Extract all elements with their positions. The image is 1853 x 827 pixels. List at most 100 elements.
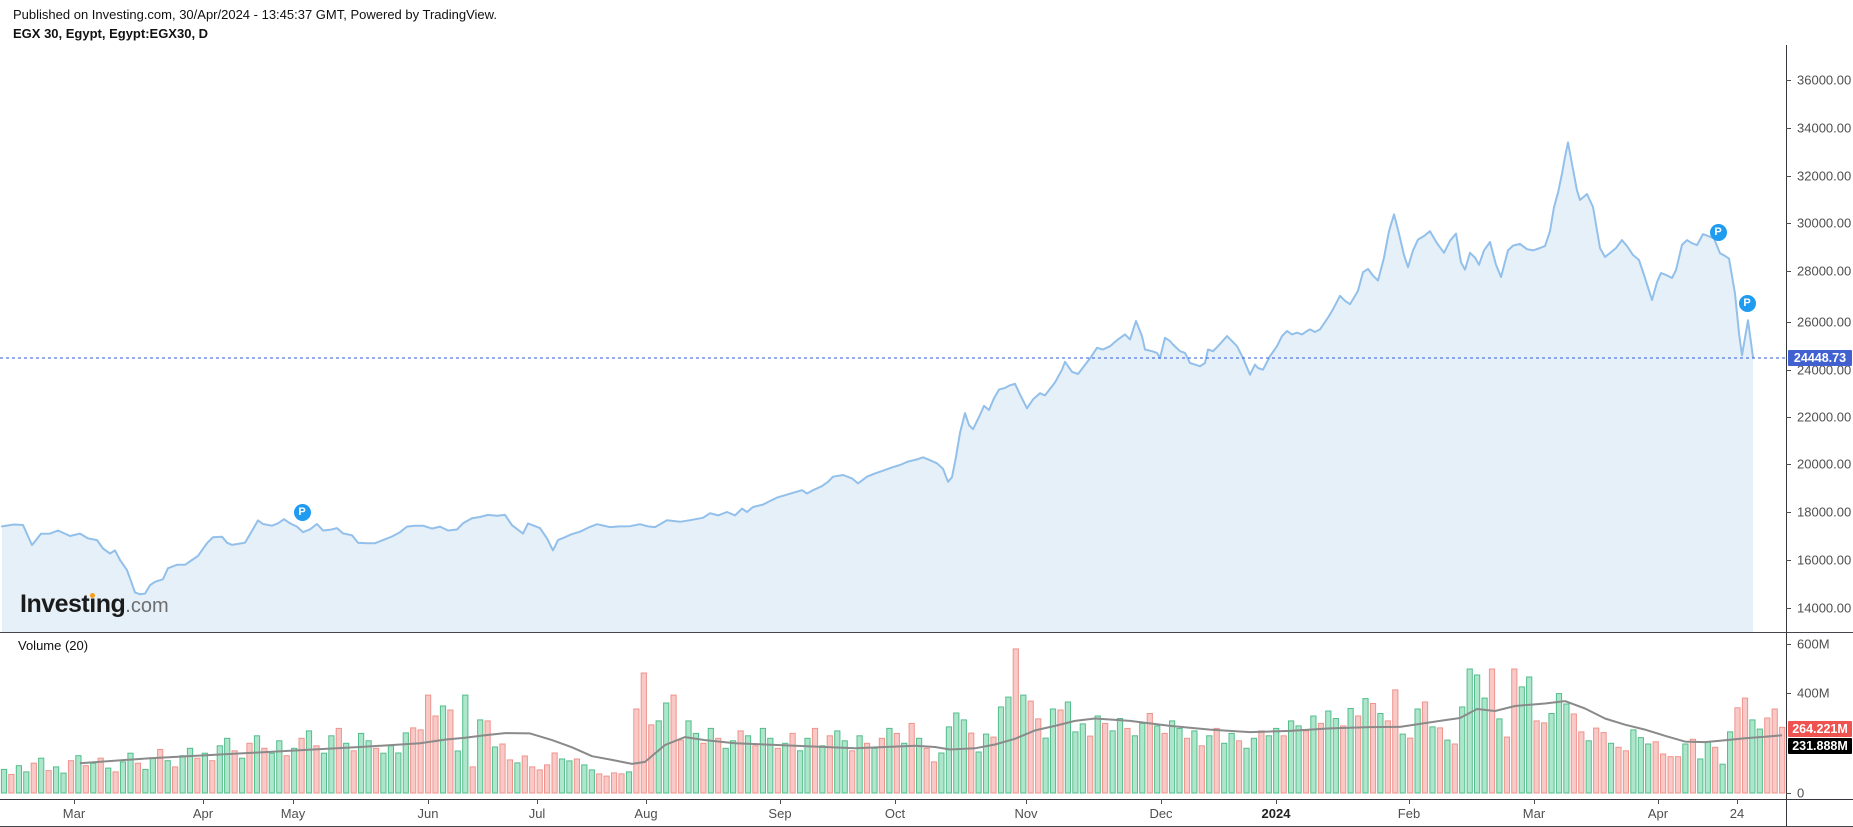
time-axis-tick: [1276, 799, 1277, 804]
volume-bar: [841, 740, 848, 794]
volume-bar: [291, 747, 298, 794]
volume-bar: [1347, 708, 1354, 794]
volume-bar: [1228, 732, 1235, 794]
price-axis-tick: [1786, 370, 1791, 371]
volume-bar: [1585, 740, 1592, 794]
volume-bar: [1392, 689, 1399, 794]
volume-bar: [365, 740, 372, 794]
volume-bar: [454, 750, 461, 794]
volume-bar: [1183, 737, 1191, 794]
volume-bar: [603, 775, 610, 794]
volume-bar: [811, 727, 819, 794]
volume-bar: [1057, 709, 1064, 794]
volume-bar: [194, 757, 201, 794]
volume-bar: [1124, 727, 1131, 794]
volume-bar: [1295, 725, 1302, 794]
volume-bar: [1459, 706, 1466, 794]
volume-bar: [730, 740, 737, 794]
volume-bar: [45, 770, 52, 794]
volume-bar: [945, 726, 952, 794]
volume-bar: [1407, 737, 1414, 794]
volume-bar: [30, 762, 37, 794]
volume-bar: [328, 735, 335, 794]
volume-bar: [305, 730, 313, 794]
volume-bar: [1035, 718, 1042, 794]
volume-bar: [53, 766, 60, 794]
volume-bar: [953, 712, 960, 794]
volume-bar: [1176, 727, 1183, 794]
time-axis-line: [0, 799, 1853, 800]
volume-bar: [975, 751, 982, 794]
volume-bar: [343, 742, 350, 794]
volume-axis-label: 0: [1797, 785, 1805, 801]
time-axis-tick: [428, 799, 429, 804]
volume-bar: [804, 737, 811, 794]
volume-bar: [536, 769, 543, 794]
volume-bar: [90, 762, 97, 794]
volume-bar: [1451, 743, 1458, 794]
volume-bar: [335, 727, 342, 794]
price-axis-label: 24000.00: [1797, 362, 1852, 378]
volume-bar: [1563, 703, 1570, 794]
time-axis-label: 2024: [1261, 806, 1291, 821]
time-axis-tick: [537, 799, 538, 804]
volume-bar: [908, 722, 915, 794]
volume-bar: [1302, 730, 1310, 794]
volume-indicator-label: Volume (20): [18, 638, 89, 653]
volume-bar: [1414, 708, 1421, 794]
volume-bar: [1749, 719, 1756, 794]
volume-bar: [1161, 732, 1168, 794]
volume-bar: [1243, 747, 1250, 794]
volume-bar: [1213, 727, 1220, 794]
price-axis-tick: [1786, 464, 1791, 465]
volume-bar: [1116, 718, 1124, 794]
volume-bar: [863, 742, 871, 794]
volume-bar: [1771, 708, 1778, 794]
p-event-marker[interactable]: P: [1709, 223, 1727, 241]
volume-bar: [261, 747, 268, 794]
volume-bar: [566, 760, 573, 794]
volume-bar: [350, 750, 357, 794]
volume-bar: [1593, 727, 1600, 794]
volume-bar: [1258, 730, 1265, 794]
volume-bar: [499, 743, 506, 794]
volume-bar: [1764, 717, 1771, 794]
p-event-marker[interactable]: P: [293, 503, 311, 521]
volume-bar: [1072, 731, 1079, 794]
volume-bar: [938, 752, 945, 794]
p-event-marker[interactable]: P: [1738, 294, 1756, 312]
volume-pane[interactable]: [0, 633, 1786, 799]
volume-bar: [491, 746, 499, 794]
volume-bar: [529, 766, 536, 794]
volume-bar: [1607, 742, 1615, 794]
volume-bar: [744, 735, 752, 794]
volume-bar: [1660, 753, 1667, 794]
volume-bar: [1756, 728, 1763, 794]
volume-bar: [819, 745, 826, 794]
volume-bar: [469, 766, 476, 794]
time-axis-label: Jun: [417, 806, 439, 821]
price-pane[interactable]: [0, 45, 1786, 632]
time-axis-label: Nov: [1014, 806, 1038, 821]
volume-bar: [1340, 725, 1347, 794]
price-axis-label: 32000.00: [1797, 168, 1852, 184]
time-axis-label: May: [280, 806, 306, 821]
price-axis-label: 36000.00: [1797, 72, 1852, 88]
volume-bar: [1674, 756, 1682, 794]
last-price-badge: 24448.73: [1788, 350, 1852, 366]
time-axis-label: Aug: [634, 806, 658, 821]
volume-bar: [224, 737, 231, 794]
volume-bar: [1131, 735, 1139, 794]
volume-bar: [1481, 697, 1488, 794]
volume-bar: [1221, 742, 1228, 794]
volume-bar: [1570, 713, 1577, 794]
volume-bar: [1741, 697, 1749, 794]
volume-bar: [1064, 701, 1072, 794]
volume-bar: [558, 758, 566, 794]
volume-bar: [216, 745, 223, 794]
volume-bar: [97, 757, 104, 794]
volume-bar: [1429, 726, 1436, 794]
volume-bar: [1362, 698, 1369, 794]
volume-bar: [625, 771, 633, 794]
